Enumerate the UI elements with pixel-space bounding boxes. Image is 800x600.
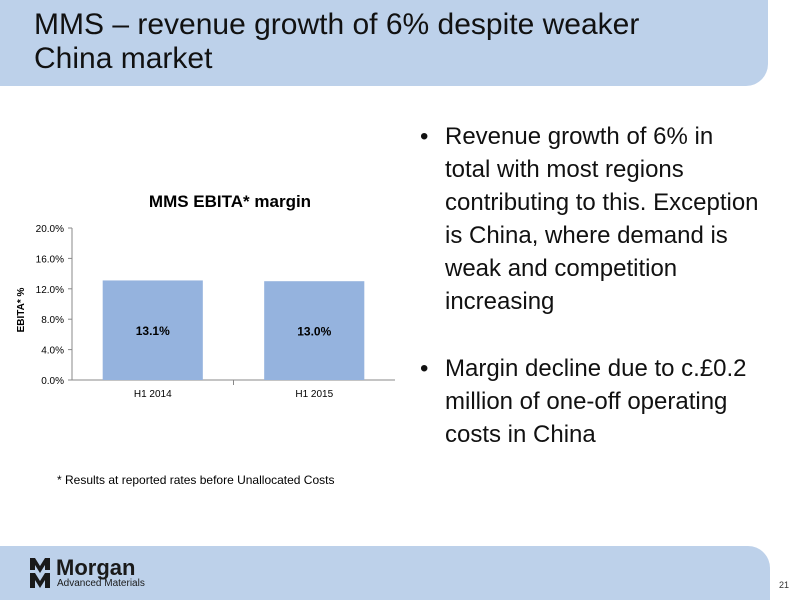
slide-title-line-2: China market (34, 42, 213, 75)
y-tick-label: 0.0% (41, 376, 64, 387)
footer-band (0, 546, 770, 600)
header-band (0, 0, 768, 86)
chart-plot: 0.0% 4.0% 8.0% 12.0% 16.0% 20.0% EBITA* % 13.1%… (16, 224, 395, 400)
y-tick-label: 12.0% (36, 285, 64, 296)
page-number: 21 (779, 580, 790, 590)
y-axis-title: EBITA* % (16, 287, 27, 332)
bar-data-label: 13.0% (297, 325, 331, 339)
bullet-list: • Revenue growth of 6% in total with mos… (420, 120, 765, 485)
slide-title: MMS – revenue growth of 6% despite weake… (34, 8, 754, 76)
logo-subtitle: Advanced Materials (57, 578, 145, 589)
chart-title: MMS EBITA* margin (148, 192, 312, 211)
ebita-margin-chart: MMS EBITA* margin 0.0% 4.0% 8.0% 12.0% 16.0%… (0, 180, 400, 410)
y-tick-label: 8.0% (41, 315, 64, 326)
logo-name: Morgan (56, 555, 136, 580)
slide-title-line-1: MMS – revenue growth of 6% despite weake… (34, 8, 640, 41)
y-tick-label: 16.0% (36, 254, 64, 265)
x-tick-label: H1 2015 (295, 389, 333, 400)
footnote: * Results at reported rates before Unall… (57, 473, 335, 487)
bar (264, 281, 365, 380)
bullet-marker: • (420, 355, 429, 382)
bullet-text: Revenue growth of 6% in total with most … (445, 123, 759, 315)
y-tick-label: 4.0% (41, 346, 64, 357)
y-tick-label: 20.0% (36, 224, 64, 235)
bar-data-label: 13.1% (136, 324, 170, 338)
bar (102, 280, 203, 380)
bullet-item-2: • Margin decline due to c.£0.2 million o… (420, 352, 765, 451)
bullet-marker: • (420, 123, 429, 150)
bullet-text: Margin decline due to c.£0.2 million of … (445, 355, 747, 448)
x-tick-label: H1 2014 (134, 389, 172, 400)
morgan-logo-icon (30, 558, 50, 588)
bullet-item-1: • Revenue growth of 6% in total with mos… (420, 120, 765, 318)
